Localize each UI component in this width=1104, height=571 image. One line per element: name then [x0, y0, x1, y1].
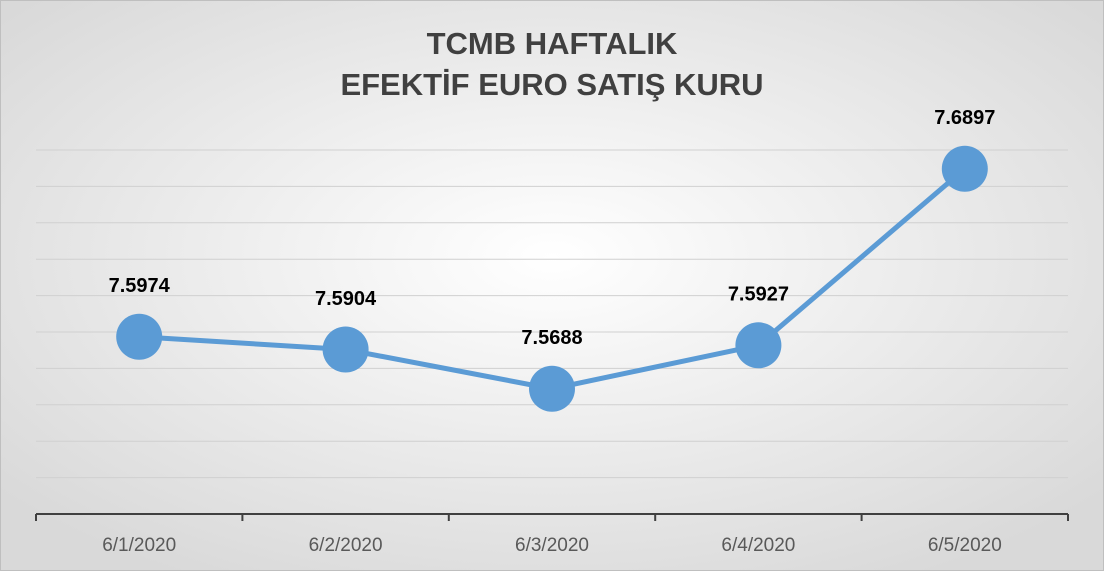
data-label: 7.5904 [315, 288, 377, 310]
x-tick-label: 6/5/2020 [928, 535, 1002, 556]
marker [116, 313, 163, 360]
marker [735, 322, 782, 369]
data-label: 7.5688 [521, 327, 582, 349]
marker [322, 326, 369, 373]
marker [529, 365, 575, 412]
chart-title: TCMB HAFTALIK [427, 26, 678, 61]
x-tick-label: 6/2/2020 [309, 535, 383, 556]
chart-title: EFEKTİF EURO SATIŞ KURU [340, 67, 763, 102]
x-tick-label: 6/4/2020 [721, 535, 795, 556]
marker [941, 145, 988, 192]
data-label: 7.6897 [934, 107, 995, 129]
x-tick-label: 6/1/2020 [102, 535, 176, 556]
x-tick-label: 6/3/2020 [515, 535, 589, 556]
data-label: 7.5927 [728, 284, 789, 306]
data-label: 7.5974 [109, 275, 171, 297]
